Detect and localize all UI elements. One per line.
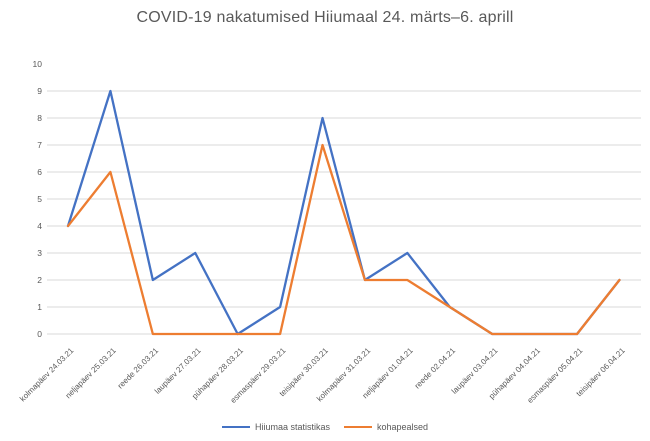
- chart-title: COVID-19 nakatumised Hiiumaal 24. märts–…: [136, 9, 514, 26]
- y-tick-label-8: 8: [37, 113, 42, 123]
- y-tick-label-7: 7: [37, 140, 42, 150]
- y-tick-label-6: 6: [37, 167, 42, 177]
- legend-line-swatch: [221, 426, 250, 428]
- legend-label: Hiiumaa statistikas: [254, 422, 330, 432]
- y-tick-label-10: 10: [33, 59, 43, 69]
- legend-label: kohapealsed: [376, 422, 429, 432]
- gridlines: [47, 90, 641, 335]
- y-tick-label-0: 0: [37, 329, 42, 339]
- y-tick-label-3: 3: [37, 248, 42, 258]
- y-axis-labels: 0 1 2 3 4 5 6 7 8 9 10: [33, 59, 43, 339]
- y-tick-label-1: 1: [37, 302, 42, 312]
- legend-item-kohapealsed: kohapealsed: [343, 422, 429, 432]
- legend-item-hiiumaa-statistikas: Hiiumaa statistikas: [221, 422, 330, 432]
- legend-line-swatch: [343, 426, 372, 428]
- y-tick-label-5: 5: [37, 194, 42, 204]
- chart-legend: Hiiumaa statistikas kohapealsed: [0, 422, 650, 432]
- series-line-kohapealsed: [66, 143, 621, 336]
- y-tick-label-9: 9: [37, 86, 42, 96]
- y-tick-label-4: 4: [37, 221, 42, 231]
- y-tick-label-2: 2: [37, 275, 42, 285]
- x-tick-label-3: reede 26.03.21: [116, 346, 161, 391]
- x-tick-label-10: reede 02.04.21: [413, 346, 458, 391]
